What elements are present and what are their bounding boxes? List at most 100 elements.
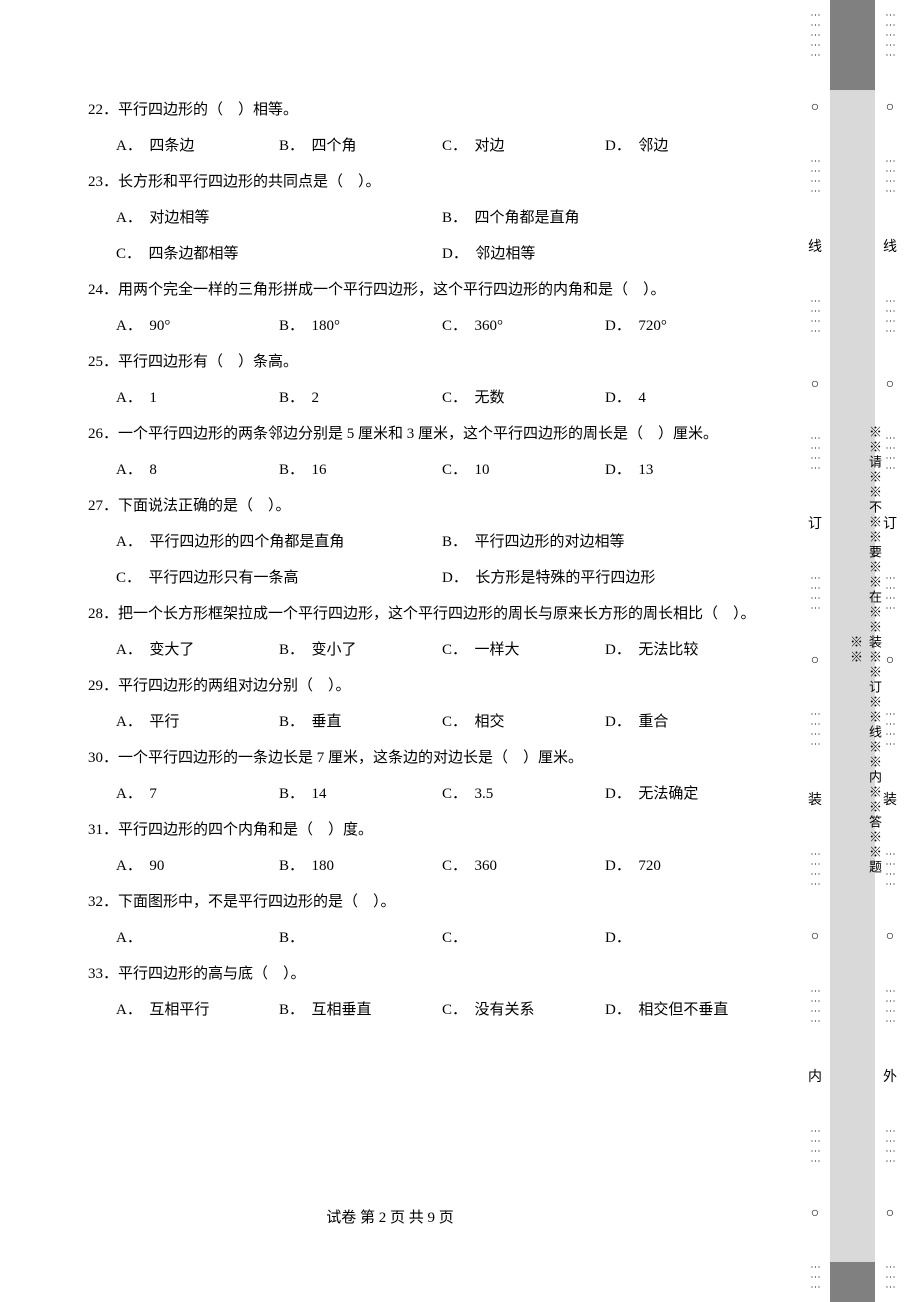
option-A: A． 互相平行 <box>116 992 279 1028</box>
option-B: B． 180 <box>279 848 442 884</box>
binding-char: 内 <box>808 1066 822 1086</box>
options-row: A． 90B． 180C． 360D． 720 <box>88 848 768 884</box>
question-27: 27．下面说法正确的是（ ）。A． 平行四边形的四个角都是直角B． 平行四边形的… <box>88 488 768 596</box>
question-text: 33．平行四边形的高与底（ ）。 <box>88 956 768 992</box>
binding-circle-icon: ○ <box>811 929 819 945</box>
binding-circle-icon: ○ <box>811 100 819 116</box>
option-D: D． <box>605 920 768 956</box>
option-D: D． 邻边 <box>605 128 768 164</box>
binding-circle-icon: ○ <box>811 653 819 669</box>
option-D: D． 720 <box>605 848 768 884</box>
question-22: 22．平行四边形的（ ）相等。A． 四条边B． 四个角C． 对边D． 邻边 <box>88 92 768 164</box>
option-D: D． 无法确定 <box>605 776 768 812</box>
option-D: D． 13 <box>605 452 768 488</box>
options-row: A． 90°B． 180°C． 360°D． 720° <box>88 308 768 344</box>
option-B: B． 16 <box>279 452 442 488</box>
option-B: B． 垂直 <box>279 704 442 740</box>
question-text: 26．一个平行四边形的两条邻边分别是 5 厘米和 3 厘米，这个平行四边形的周长… <box>88 416 768 452</box>
binding-dots: ⋮⋮⋮⋮ <box>810 573 821 613</box>
binding-dots: ⋮⋮⋮⋮ <box>885 573 896 613</box>
option-B: B． <box>279 920 442 956</box>
option-D: D． 相交但不垂直 <box>605 992 768 1028</box>
binding-dots: ⋮⋮⋮⋮ <box>810 986 821 1026</box>
options-row: A． B． C． D． <box>88 920 768 956</box>
binding-dots: ⋮⋮⋮⋮⋮ <box>885 10 896 60</box>
options-row: A． 7B． 14C． 3.5D． 无法确定 <box>88 776 768 812</box>
binding-circle-icon: ○ <box>886 377 894 393</box>
option-A: A． 1 <box>116 380 279 416</box>
question-25: 25．平行四边形有（ ）条高。A． 1B． 2C． 无数D． 4 <box>88 344 768 416</box>
option-C: C． 一样大 <box>442 632 605 668</box>
binding-dots: ⋮⋮⋮⋮ <box>885 296 896 336</box>
question-30: 30．一个平行四边形的一条边长是 7 厘米，这条边的对边长是（ ）厘米。A． 7… <box>88 740 768 812</box>
option-A: A． 平行 <box>116 704 279 740</box>
binding-circle-icon: ○ <box>811 1206 819 1222</box>
question-text: 28．把一个长方形框架拉成一个平行四边形，这个平行四边形的周长与原来长方形的周长… <box>88 596 768 632</box>
option-C: C． 无数 <box>442 380 605 416</box>
options-row: A． 四条边B． 四个角C． 对边D． 邻边 <box>88 128 768 164</box>
binding-char: 外 <box>883 1066 897 1086</box>
binding-dots: ⋮⋮⋮⋮ <box>885 433 896 473</box>
questions-container: 22．平行四边形的（ ）相等。A． 四条边B． 四个角C． 对边D． 邻边23．… <box>88 92 768 1028</box>
question-28: 28．把一个长方形框架拉成一个平行四边形，这个平行四边形的周长与原来长方形的周长… <box>88 596 768 668</box>
binding-dots: ⋮⋮⋮⋮⋮ <box>810 10 821 60</box>
question-text: 32．下面图形中，不是平行四边形的是（ ）。 <box>88 884 768 920</box>
options-row: A． 平行B． 垂直C． 相交D． 重合 <box>88 704 768 740</box>
options-row: A． 8B． 16C． 10D． 13 <box>88 452 768 488</box>
options-row: A． 变大了B． 变小了C． 一样大D． 无法比较 <box>88 632 768 668</box>
binding-gray-bar-top <box>830 0 875 90</box>
binding-circle-icon: ○ <box>886 100 894 116</box>
option-A: A． 对边相等 <box>116 200 442 236</box>
binding-dots: ⋮⋮⋮⋮ <box>810 296 821 336</box>
binding-dots: ⋮⋮⋮ <box>885 1262 896 1292</box>
option-D: D． 无法比较 <box>605 632 768 668</box>
question-text: 31．平行四边形的四个内角和是（ ）度。 <box>88 812 768 848</box>
binding-circle-icon: ○ <box>886 1206 894 1222</box>
page-footer: 试卷 第 2 页 共 9 页 <box>0 1206 780 1227</box>
option-B: B． 互相垂直 <box>279 992 442 1028</box>
binding-char: 装 <box>808 789 822 809</box>
binding-circle-icon: ○ <box>886 929 894 945</box>
question-32: 32．下面图形中，不是平行四边形的是（ ）。A． B． C． D． <box>88 884 768 956</box>
option-B: B． 四个角都是直角 <box>442 200 768 236</box>
binding-gray-bar-bottom <box>830 1262 875 1302</box>
option-C: C． 相交 <box>442 704 605 740</box>
binding-dots: ⋮⋮⋮⋮ <box>885 709 896 749</box>
option-A: A． 四条边 <box>116 128 279 164</box>
question-29: 29．平行四边形的两组对边分别（ ）。A． 平行B． 垂直C． 相交D． 重合 <box>88 668 768 740</box>
question-text: 29．平行四边形的两组对边分别（ ）。 <box>88 668 768 704</box>
option-A: A． 7 <box>116 776 279 812</box>
question-31: 31．平行四边形的四个内角和是（ ）度。A． 90B． 180C． 360D． … <box>88 812 768 884</box>
option-D: D． 邻边相等 <box>442 236 768 272</box>
option-B: B． 2 <box>279 380 442 416</box>
binding-dots: ⋮⋮⋮⋮ <box>810 709 821 749</box>
binding-char: 订 <box>883 513 897 533</box>
question-text: 25．平行四边形有（ ）条高。 <box>88 344 768 380</box>
binding-char: 订 <box>808 513 822 533</box>
question-text: 23．长方形和平行四边形的共同点是（ ）。 <box>88 164 768 200</box>
binding-dots: ⋮⋮⋮⋮ <box>810 433 821 473</box>
question-26: 26．一个平行四边形的两条邻边分别是 5 厘米和 3 厘米，这个平行四边形的周长… <box>88 416 768 488</box>
question-text: 22．平行四边形的（ ）相等。 <box>88 92 768 128</box>
binding-char: 装 <box>883 789 897 809</box>
option-C: C． 对边 <box>442 128 605 164</box>
binding-circle-icon: ○ <box>886 653 894 669</box>
option-B: B． 180° <box>279 308 442 344</box>
option-B: B． 四个角 <box>279 128 442 164</box>
binding-dots: ⋮⋮⋮⋮ <box>885 156 896 196</box>
binding-dots: ⋮⋮⋮⋮ <box>810 849 821 889</box>
binding-char: 线 <box>808 236 822 256</box>
binding-dots: ⋮⋮⋮⋮ <box>810 1126 821 1166</box>
binding-strip-inner: ⋮⋮⋮⋮⋮ ○ ⋮⋮⋮⋮ 线 ⋮⋮⋮⋮ ○ ⋮⋮⋮⋮ 订 ⋮⋮⋮⋮ ○ ⋮⋮⋮⋮ 装 ⋮⋮⋮⋮ ○ ⋮⋮⋮⋮… <box>800 0 830 1302</box>
options-row: A． 对边相等B． 四个角都是直角 <box>88 200 768 236</box>
option-C: C． 360 <box>442 848 605 884</box>
question-text: 30．一个平行四边形的一条边长是 7 厘米，这条边的对边长是（ ）厘米。 <box>88 740 768 776</box>
options-row: C． 平行四边形只有一条高D． 长方形是特殊的平行四边形 <box>88 560 768 596</box>
option-D: D． 4 <box>605 380 768 416</box>
options-row: A． 平行四边形的四个角都是直角B． 平行四边形的对边相等 <box>88 524 768 560</box>
binding-char: 线 <box>883 236 897 256</box>
exam-content: 22．平行四边形的（ ）相等。A． 四条边B． 四个角C． 对边D． 邻边23．… <box>88 92 768 1028</box>
option-C: C． 没有关系 <box>442 992 605 1028</box>
question-24: 24．用两个完全一样的三角形拼成一个平行四边形，这个平行四边形的内角和是（ ）。… <box>88 272 768 344</box>
binding-strip-outer: ⋮⋮⋮⋮⋮○⋮⋮⋮⋮线⋮⋮⋮⋮○⋮⋮⋮⋮订⋮⋮⋮⋮○⋮⋮⋮⋮装⋮⋮⋮⋮○⋮⋮⋮⋮… <box>875 0 905 1302</box>
